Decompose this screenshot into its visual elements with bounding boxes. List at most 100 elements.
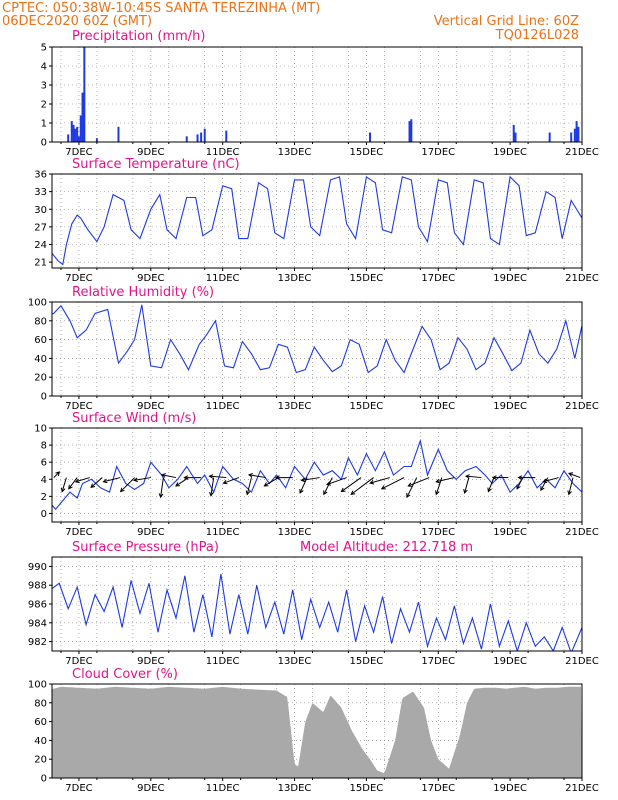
rh-ytick-label: 20 xyxy=(34,373,47,384)
pres-grid xyxy=(52,557,582,651)
wind-xtick-label: 19DEC xyxy=(493,527,527,538)
humidity-panel: Relative Humidity (%) 0 20 40 60 80 100 7DEC 9D… xyxy=(28,285,599,412)
temp-ytick-label: 24 xyxy=(34,240,47,251)
temp-ytick-label: 30 xyxy=(34,205,47,216)
cloud-xtick-label: 17DEC xyxy=(421,783,455,794)
cloud-cover-panel: Cloud Cover (%) 0 20 40 60 80 100 7DEC 9DEC 11DE… xyxy=(28,667,599,794)
cloud-cover-title: Cloud Cover (%) xyxy=(72,667,178,682)
wind-xtick-label: 7DEC xyxy=(65,527,92,538)
temperature-title: Surface Temperature (nC) xyxy=(72,157,240,172)
header-model-id: TQ0126L028 xyxy=(495,28,579,43)
precip-grid xyxy=(52,46,582,143)
wind-arrow xyxy=(326,477,347,486)
precip-xtick-label: 17DEC xyxy=(421,147,455,158)
pres-ytick-label: 988 xyxy=(28,581,47,592)
header-location: CPTEC: 050:38W-10:45S SANTA TEREZINHA (M… xyxy=(2,1,320,16)
temp-xtick-label: 9DEC xyxy=(137,273,164,284)
precip-bar xyxy=(95,138,98,142)
precipitation-panel: Precipitation (mm/h) 0 1 2 3 4 5 7DEC 9DEC 11DEC… xyxy=(41,29,599,158)
temp-xtick-label: 21DEC xyxy=(565,273,599,284)
cloud-xtick-label: 21DEC xyxy=(565,783,599,794)
wind-xtick-label: 11DEC xyxy=(206,527,240,538)
wind-arrow xyxy=(517,475,536,480)
pres-series-line xyxy=(52,573,582,651)
wind-arrow xyxy=(160,473,177,479)
precip-bar xyxy=(77,136,80,142)
cloud-ytick-label: 20 xyxy=(34,755,47,766)
precip-xtick-label: 7DEC xyxy=(65,147,92,158)
precip-bar xyxy=(408,121,411,142)
wind-xtick-label: 17DEC xyxy=(421,527,455,538)
wind-xtick-label: 15DEC xyxy=(350,527,384,538)
rh-xtick-label: 11DEC xyxy=(206,401,240,412)
pres-ytick-label: 990 xyxy=(28,562,47,573)
precip-bar xyxy=(225,130,228,142)
wind-ytick-label: 0 xyxy=(41,509,47,520)
pres-xtick-label: 9DEC xyxy=(137,656,164,667)
wind-arrow xyxy=(407,477,430,487)
wind-ytick-label: 2 xyxy=(41,492,47,503)
rh-ytick-label: 0 xyxy=(41,392,47,403)
rh-xtick-label: 21DEC xyxy=(565,401,599,412)
wind-arrow xyxy=(350,477,374,495)
wind-xtick-label: 21DEC xyxy=(565,527,599,538)
wind-arrow xyxy=(406,477,418,499)
temp-xtick-label: 17DEC xyxy=(421,273,455,284)
wind-arrow xyxy=(119,477,135,493)
precip-bar xyxy=(72,124,75,142)
wind-ytick-label: 6 xyxy=(41,458,47,469)
cloud-ytick-label: 60 xyxy=(34,717,47,728)
precip-xtick-label: 19DEC xyxy=(493,147,527,158)
pres-xtick-label: 13DEC xyxy=(278,656,312,667)
cloud-xtick-label: 15DEC xyxy=(350,783,384,794)
pres-xtick-label: 11DEC xyxy=(206,656,240,667)
wind-arrow xyxy=(208,474,227,479)
pres-xtick-label: 19DEC xyxy=(493,656,527,667)
temp-series-line xyxy=(52,175,582,266)
wind-arrow xyxy=(567,477,574,496)
precip-bar xyxy=(185,136,188,142)
temp-xtick-label: 7DEC xyxy=(65,273,92,284)
rh-ytick-label: 60 xyxy=(34,335,47,346)
temp-ytick-label: 27 xyxy=(34,222,47,233)
wind-series-line xyxy=(52,438,582,511)
wind-xtick-label: 9DEC xyxy=(137,527,164,538)
precip-bar xyxy=(570,132,573,142)
cloud-xtick-label: 9DEC xyxy=(137,783,164,794)
pres-ytick-label: 986 xyxy=(28,600,47,611)
cloud-xtick-label: 19DEC xyxy=(493,783,527,794)
precip-bar xyxy=(76,126,79,142)
precip-bar xyxy=(67,134,70,142)
precipitation-title: Precipitation (mm/h) xyxy=(72,29,205,44)
wind-arrow xyxy=(323,477,333,496)
wind-arrow xyxy=(300,477,320,483)
wind-arrow xyxy=(491,475,509,480)
temp-xtick-label: 13DEC xyxy=(278,273,312,284)
precip-bar xyxy=(81,92,84,142)
cloud-frame xyxy=(51,683,583,779)
cloud-cover-area xyxy=(52,686,582,778)
wind-ytick-label: 4 xyxy=(41,475,47,486)
wind-arrow xyxy=(245,477,252,496)
wind-arrow xyxy=(540,477,549,492)
precip-ytick-label: 5 xyxy=(41,43,47,54)
precip-bar xyxy=(79,115,82,142)
model-altitude: Model Altitude: 212.718 m xyxy=(300,540,473,555)
temp-ytick-label: 36 xyxy=(34,170,47,181)
rh-ytick-label: 100 xyxy=(28,298,47,309)
precip-bar xyxy=(577,126,580,142)
wind-xtick-label: 13DEC xyxy=(278,527,312,538)
rh-xtick-label: 9DEC xyxy=(137,401,164,412)
pressure-panel: Surface Pressure (hPa) Model Altitude: 2… xyxy=(28,540,599,667)
rh-grid xyxy=(52,301,582,397)
precip-ytick-label: 0 xyxy=(41,138,47,149)
temp-grid xyxy=(52,173,582,268)
cloud-xtick-label: 7DEC xyxy=(65,783,92,794)
wind-arrow xyxy=(158,477,164,499)
precip-ytick-label: 2 xyxy=(41,100,47,111)
precip-bar xyxy=(514,132,517,142)
wind-ytick-label: 8 xyxy=(41,441,47,452)
pres-xtick-label: 7DEC xyxy=(65,656,92,667)
rh-xtick-label: 19DEC xyxy=(493,401,527,412)
